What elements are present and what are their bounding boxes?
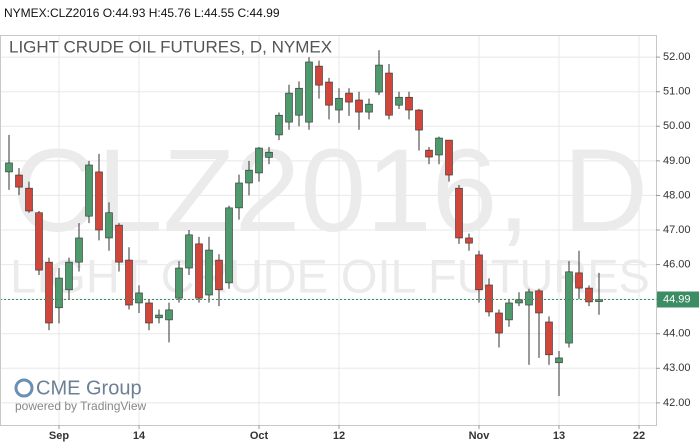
candle-body: [405, 96, 413, 111]
candle-body: [275, 114, 283, 136]
candle-body: [5, 162, 13, 173]
candle-body: [525, 291, 533, 306]
candle-body: [25, 187, 33, 212]
candle-body: [515, 299, 523, 304]
last-price-box: [657, 291, 699, 308]
y-tick-label: 48.00: [663, 189, 691, 201]
candle-body: [335, 97, 343, 111]
candle-body: [165, 309, 173, 321]
candle-body: [285, 92, 293, 123]
candle-body: [145, 302, 153, 324]
x-tick-label: Oct: [250, 430, 269, 442]
logo: CME Group: [36, 377, 142, 399]
candle-body: [95, 171, 103, 231]
x-tick-label: 14: [133, 430, 146, 442]
logo-icon: [14, 378, 34, 398]
candle-body: [345, 92, 353, 103]
y-tick-label: 43.00: [663, 362, 691, 374]
watermark-subtitle: LIGHT CRUDE OIL FUTURES: [10, 249, 650, 302]
candle-body: [135, 292, 143, 304]
candle-body: [85, 164, 93, 217]
candle-body: [265, 151, 273, 158]
candle-body: [115, 224, 123, 263]
candle-body: [315, 65, 323, 86]
axes: 42.0043.0044.0045.0046.0047.0048.0049.00…: [49, 51, 699, 442]
y-tick-label: 52.00: [663, 51, 691, 63]
candle-body: [565, 271, 573, 344]
candle-body: [325, 81, 333, 106]
candle-body: [45, 261, 53, 324]
x-tick-label: 13: [553, 430, 565, 442]
candle-body: [175, 267, 183, 299]
candle-body: [15, 174, 23, 188]
candle-body: [545, 321, 553, 356]
symbol-header: NYMEX:CLZ2016 O:44.93 H:45.76 L:44.55 C:…: [4, 6, 280, 20]
candle-body: [155, 314, 163, 319]
candle-body: [65, 261, 73, 291]
y-tick-label: 42.00: [663, 397, 691, 409]
candle-body: [255, 147, 263, 174]
candle-body: [105, 212, 113, 239]
candles: [0, 50, 656, 396]
candle-body: [225, 207, 233, 284]
y-tick-label: 49.00: [663, 155, 691, 167]
chart-title: LIGHT CRUDE OIL FUTURES, D, NYMEX: [9, 37, 332, 56]
candle-body: [465, 237, 473, 244]
candle-body: [395, 96, 403, 106]
candle-body: [455, 187, 463, 239]
candle-body: [425, 149, 433, 158]
candle-body: [385, 72, 393, 116]
x-tick-label: Nov: [469, 430, 491, 442]
y-tick-label: 46.00: [663, 258, 691, 270]
x-tick-label: 22: [633, 430, 645, 442]
candle-body: [435, 137, 443, 156]
candle-body: [205, 249, 213, 296]
candle-body: [125, 259, 133, 306]
y-tick-label: 51.00: [663, 86, 691, 98]
y-tick-label: 44.00: [663, 328, 691, 340]
candle-body: [585, 287, 593, 303]
candle-body: [245, 169, 253, 184]
candle-body: [415, 109, 423, 131]
candle-body: [575, 272, 583, 289]
candle-body: [595, 299, 603, 302]
candle-body: [535, 290, 543, 314]
last-price-label: 44.99: [663, 293, 691, 305]
candle-body: [235, 182, 243, 209]
candle-body: [75, 237, 83, 263]
candle-body: [475, 254, 483, 291]
x-tick-label: 12: [333, 430, 345, 442]
candle-body: [35, 212, 43, 271]
candle-body: [555, 357, 563, 364]
candle-body: [355, 99, 363, 113]
candle-body: [375, 64, 383, 93]
candle-body: [445, 139, 453, 176]
candle-body: [365, 103, 373, 113]
candle-body: [495, 312, 503, 334]
candle-body: [295, 87, 303, 116]
y-tick-label: 50.00: [663, 120, 691, 132]
candle-body: [195, 243, 203, 299]
powered-by: powered by TradingView: [15, 399, 147, 413]
candle-body: [305, 61, 313, 123]
candle-body: [505, 302, 513, 321]
candle-body: [185, 234, 193, 269]
y-tick-label: 47.00: [663, 224, 691, 236]
candle-body: [55, 277, 63, 309]
x-tick-label: Sep: [49, 430, 69, 442]
candle-body: [215, 259, 223, 291]
candle-body: [485, 284, 493, 313]
